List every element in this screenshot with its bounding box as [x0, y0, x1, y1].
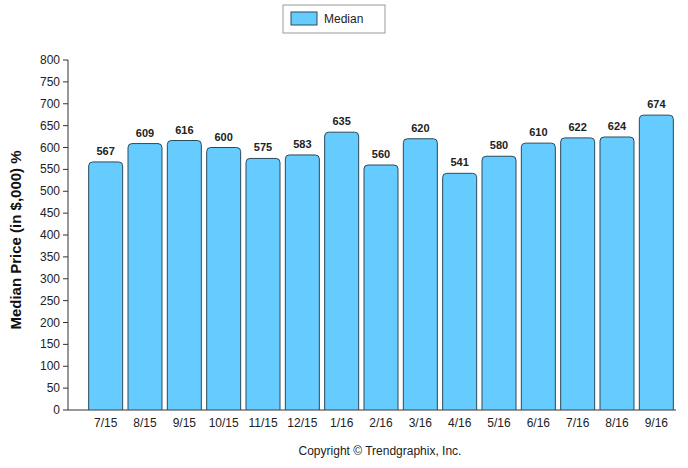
data-label: 560 [372, 148, 390, 160]
y-tick-label: 450 [40, 206, 60, 220]
chart-container: 0 50 100 150 200 250 300 350 400 450 500 550 600 650 7… [0, 0, 688, 468]
data-label: 610 [529, 126, 547, 138]
y-tick-label: 150 [40, 337, 60, 351]
y-tick-label: 550 [40, 162, 60, 176]
y-tick-label: 500 [40, 184, 60, 198]
y-tick [63, 147, 68, 148]
legend-label: Median [324, 12, 363, 26]
x-tick-label: 3/16 [409, 416, 433, 430]
y-tick [63, 81, 68, 82]
x-tick-label: 8/16 [605, 416, 629, 430]
y-tick [63, 300, 68, 301]
x-tick-label: 7/16 [566, 416, 590, 430]
legend-swatch [291, 12, 317, 25]
y-tick-label: 800 [40, 53, 60, 67]
y-tick [63, 278, 68, 279]
bar [285, 155, 319, 410]
data-label: 541 [450, 156, 468, 168]
y-tick-label: 200 [40, 316, 60, 330]
data-label: 622 [568, 121, 586, 133]
y-tick-label: 700 [40, 97, 60, 111]
x-tick-label: 9/15 [173, 416, 197, 430]
x-tick-label: 12/15 [287, 416, 317, 430]
x-tick-label: 11/15 [248, 416, 277, 430]
chart-svg: 0 50 100 150 200 250 300 350 400 450 500 550 600 650 7… [0, 0, 688, 468]
data-label: 575 [254, 141, 272, 153]
annotation: Copyright © Trendgraphix, Inc. [299, 444, 462, 458]
y-tick-label: 0 [53, 403, 60, 417]
bars [89, 115, 674, 410]
y-tick-label: 300 [40, 272, 60, 286]
data-label: 609 [136, 127, 154, 139]
bar [207, 148, 241, 411]
y-tick [63, 366, 68, 367]
legend-box [283, 5, 385, 33]
x-tick-label: 1/16 [330, 416, 354, 430]
bar [639, 115, 673, 410]
y-tick-label: 600 [40, 141, 60, 155]
bar [403, 139, 437, 410]
y-tick-label: 50 [47, 381, 61, 395]
y-tick [63, 344, 68, 345]
bar [246, 158, 280, 410]
y-tick-label: 400 [40, 228, 60, 242]
y-tick [63, 410, 68, 411]
x-tick-label: 7/15 [94, 416, 118, 430]
bar [482, 156, 516, 410]
bar [521, 143, 555, 410]
bar [600, 137, 634, 410]
bar [561, 138, 595, 410]
data-label: 624 [608, 120, 627, 132]
bar [325, 132, 359, 410]
y-tick [63, 213, 68, 214]
y-tick [63, 169, 68, 170]
y-tick-label: 750 [40, 75, 60, 89]
y-tick [63, 103, 68, 104]
x-tick-label: 6/16 [527, 416, 551, 430]
y-tick [63, 388, 68, 389]
bar [443, 173, 477, 410]
x-tick-label: 4/16 [448, 416, 472, 430]
bar [89, 162, 123, 410]
data-label: 583 [293, 138, 311, 150]
y-axis-label: Median Price (in $,000) % [7, 150, 24, 329]
data-label: 674 [647, 98, 666, 110]
bar [128, 144, 162, 410]
x-tick-label: 2/16 [369, 416, 393, 430]
y-tick [63, 256, 68, 257]
bar [364, 165, 398, 410]
y-tick [63, 125, 68, 126]
y-tick-label: 250 [40, 294, 60, 308]
data-label: 567 [96, 145, 114, 157]
x-tick-label: 10/15 [209, 416, 239, 430]
y-axis-line [68, 60, 69, 410]
bar [167, 141, 201, 411]
y-tick-label: 100 [40, 359, 60, 373]
data-label: 635 [332, 115, 350, 127]
x-tick-label: 8/15 [133, 416, 157, 430]
y-tick [63, 322, 68, 323]
y-tick [63, 191, 68, 192]
x-tick-label: 5/16 [487, 416, 511, 430]
y-tick-label: 650 [40, 119, 60, 133]
y-tick [63, 235, 68, 236]
x-tick-label: 9/16 [645, 416, 669, 430]
data-label: 620 [411, 122, 429, 134]
legend: Median [283, 5, 385, 33]
data-label: 616 [175, 124, 193, 136]
data-label: 580 [490, 139, 508, 151]
y-tick-label: 350 [40, 250, 60, 264]
y-tick [63, 60, 68, 61]
data-label: 600 [214, 131, 232, 143]
